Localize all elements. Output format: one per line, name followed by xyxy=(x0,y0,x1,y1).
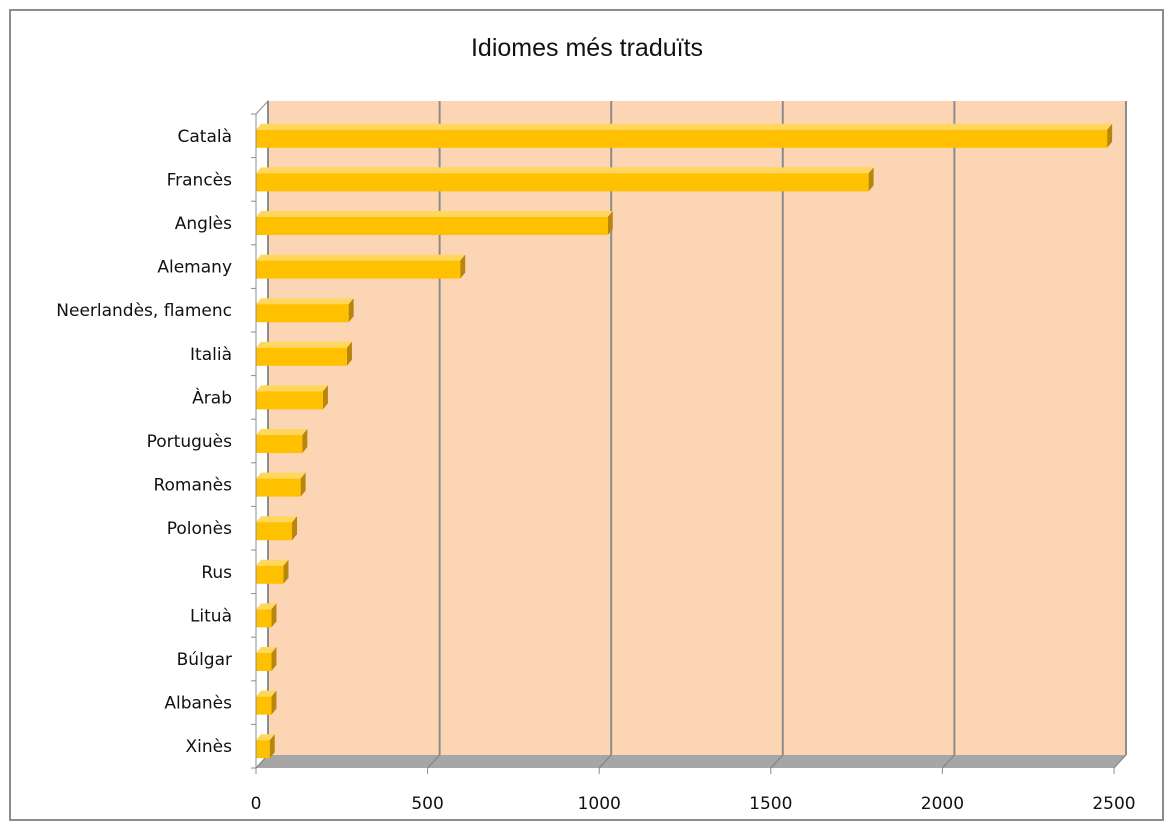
x-tick-label: 1500 xyxy=(749,794,792,814)
category-label: Català xyxy=(177,127,232,147)
bar xyxy=(256,167,874,192)
x-tick-label: 1000 xyxy=(578,794,621,814)
bar-top xyxy=(256,734,275,741)
bar-side xyxy=(322,385,328,410)
bar-side xyxy=(271,603,277,628)
category-label: Rus xyxy=(201,563,232,583)
bar xyxy=(256,385,328,410)
bar-side xyxy=(607,211,613,235)
bar xyxy=(256,429,308,453)
bar-front xyxy=(256,565,284,584)
bar-side xyxy=(269,734,275,759)
floor-gridline xyxy=(427,754,440,769)
bar xyxy=(256,603,277,628)
floor-gridline xyxy=(1113,754,1127,769)
bar-front xyxy=(256,522,293,541)
bar-top xyxy=(256,429,308,435)
bar-side xyxy=(868,167,874,192)
bar xyxy=(256,472,306,497)
bar-top xyxy=(256,647,277,653)
bar xyxy=(256,298,354,323)
bar-front xyxy=(256,478,301,497)
category-label: Francès xyxy=(167,170,233,190)
bar-front xyxy=(256,740,270,759)
category-label: Búlgar xyxy=(177,650,232,670)
bar-front xyxy=(256,173,869,192)
bar-top xyxy=(256,167,874,174)
bar-top xyxy=(256,559,289,566)
bar-side xyxy=(348,298,354,323)
x-tick-label: 0 xyxy=(251,794,262,814)
bar-top xyxy=(256,603,277,610)
category-label: Portuguès xyxy=(147,432,233,452)
x-tick-label: 500 xyxy=(411,794,443,814)
category-label: Àrab xyxy=(192,386,232,408)
bar-side xyxy=(460,254,466,279)
bar-top xyxy=(256,298,354,305)
category-label: Italià xyxy=(190,345,232,365)
bar xyxy=(256,123,1113,148)
bar-side xyxy=(1107,123,1113,148)
bar-top xyxy=(256,123,1113,130)
bar-front xyxy=(256,435,303,453)
bar xyxy=(256,516,298,541)
bar xyxy=(256,559,289,584)
bar-side xyxy=(302,429,308,453)
bar-top xyxy=(256,341,352,348)
bar-front xyxy=(256,304,349,323)
bar xyxy=(256,211,613,235)
x-tick-label: 2000 xyxy=(921,794,964,814)
bar-top xyxy=(256,211,613,217)
floor-gridline xyxy=(598,754,612,769)
bar-top xyxy=(256,472,306,479)
category-label: Xinès xyxy=(186,737,233,757)
bar-front xyxy=(256,609,272,628)
bar xyxy=(256,254,466,279)
category-label: Lituà xyxy=(190,606,232,626)
category-label: Albanès xyxy=(164,694,232,714)
bar-front xyxy=(256,217,608,235)
bar-front xyxy=(256,260,461,279)
chart-title: Idiomes més traduïts xyxy=(470,34,704,62)
bar-top xyxy=(256,254,466,261)
plot-floor xyxy=(256,755,1126,768)
bar xyxy=(256,690,277,715)
bar-front xyxy=(256,653,272,671)
category-label: Polonès xyxy=(167,519,232,539)
floor-gridline xyxy=(770,754,784,769)
bar-side xyxy=(292,516,298,541)
category-label: Alemany xyxy=(157,258,232,278)
category-label: Anglès xyxy=(175,214,232,234)
bar-side xyxy=(283,559,289,584)
x-tick-label: 2500 xyxy=(1092,794,1135,814)
category-label: Neerlandès, flamenc xyxy=(56,301,232,321)
bar-front xyxy=(256,347,347,366)
bar xyxy=(256,341,352,366)
bar-side xyxy=(271,690,277,715)
bar-top xyxy=(256,690,277,697)
floor-gridline xyxy=(942,754,955,769)
bar-side xyxy=(346,341,352,366)
bar-front xyxy=(256,129,1108,148)
bar xyxy=(256,647,277,671)
bar-side xyxy=(271,647,277,671)
bar-top xyxy=(256,385,328,392)
bar-side xyxy=(300,472,306,497)
bar-front xyxy=(256,391,323,410)
category-label: Romanès xyxy=(153,476,232,496)
plot-back-wall xyxy=(268,101,1126,755)
bar xyxy=(256,734,275,759)
bar-front xyxy=(256,696,272,715)
bar-top xyxy=(256,516,298,523)
